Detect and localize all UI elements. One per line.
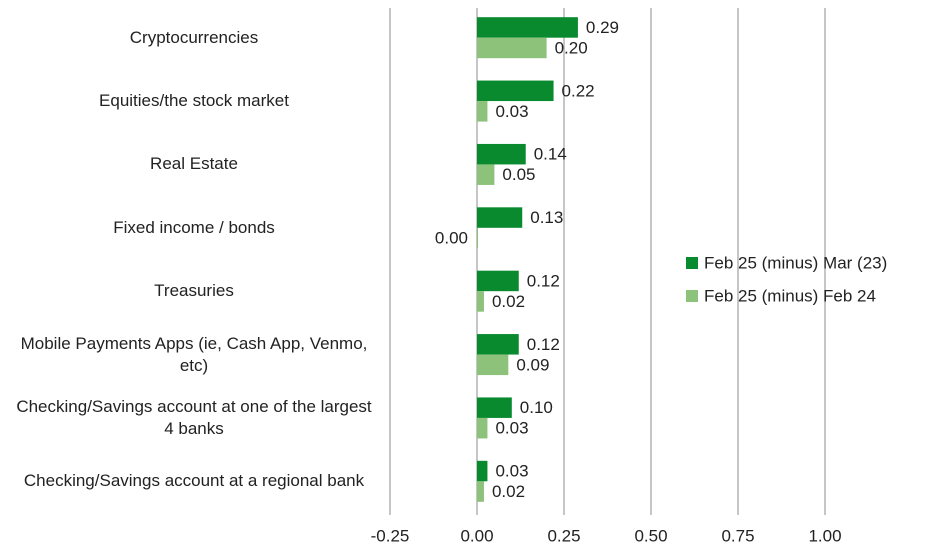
bar xyxy=(477,354,509,376)
value-label: 0.00 xyxy=(435,229,468,248)
x-tick-label: 0.50 xyxy=(634,526,667,545)
bar xyxy=(477,207,523,228)
value-label: 0.03 xyxy=(495,462,528,481)
legend-label: Feb 25 (minus) Mar (23) xyxy=(704,253,887,272)
legend-swatch xyxy=(686,257,698,269)
value-label: 0.22 xyxy=(562,81,595,100)
category-label: Treasuries xyxy=(154,281,234,301)
value-label: 0.29 xyxy=(586,18,619,37)
category-label: Mobile Payments Apps (ie, Cash App, Venm… xyxy=(20,333,368,375)
bar xyxy=(477,17,578,38)
bar xyxy=(477,227,478,249)
x-tick-label: 0.25 xyxy=(547,526,580,545)
value-label: 0.14 xyxy=(534,145,567,164)
value-label: 0.02 xyxy=(492,292,525,311)
x-tick-label: 0.00 xyxy=(460,526,493,545)
bar xyxy=(477,270,519,292)
value-label: 0.05 xyxy=(502,165,535,184)
category-label: Real Estate xyxy=(150,154,238,174)
bar xyxy=(477,334,519,355)
value-label: 0.20 xyxy=(555,38,588,57)
value-label: 0.03 xyxy=(495,102,528,121)
bar xyxy=(477,417,488,439)
bar xyxy=(477,80,554,102)
value-label: 0.09 xyxy=(516,355,549,374)
x-tick-label: -0.25 xyxy=(371,526,410,545)
x-tick-label: 0.75 xyxy=(721,526,754,545)
value-label: 0.12 xyxy=(527,335,560,354)
value-label: 0.03 xyxy=(495,419,528,438)
value-label: 0.13 xyxy=(530,208,563,227)
bar xyxy=(477,481,484,502)
value-label: 0.10 xyxy=(520,398,553,417)
category-label: Cryptocurrencies xyxy=(129,27,259,47)
category-label: Checking/Savings account at a regional b… xyxy=(23,471,365,491)
legend-swatch xyxy=(686,290,698,302)
category-label: Fixed income / bonds xyxy=(113,217,275,237)
legend-label: Feb 25 (minus) Feb 24 xyxy=(704,286,876,305)
category-label: Checking/Savings account at one of the l… xyxy=(16,396,372,438)
bar xyxy=(477,164,495,185)
category-label: Equities/the stock market xyxy=(99,91,289,111)
bar xyxy=(477,37,547,59)
bar xyxy=(477,143,526,165)
bar xyxy=(477,291,484,312)
bar xyxy=(477,101,488,122)
value-label: 0.12 xyxy=(527,271,560,290)
x-tick-label: 1.00 xyxy=(808,526,841,545)
bar xyxy=(477,460,488,482)
bar xyxy=(477,397,512,418)
value-label: 0.02 xyxy=(492,482,525,501)
